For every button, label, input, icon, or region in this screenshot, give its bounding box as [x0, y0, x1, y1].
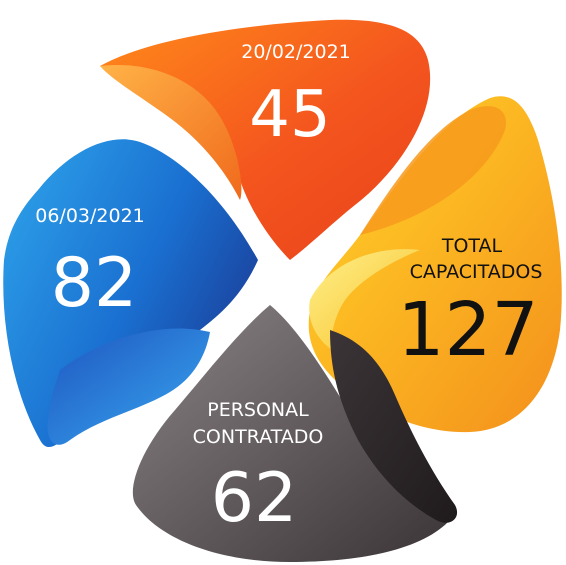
gray-value: 62: [211, 459, 298, 538]
gray-label-line1: PERSONAL: [207, 399, 309, 421]
petal-blue-fold: [47, 328, 210, 445]
petal-gray-fold: [330, 330, 458, 523]
petal-yellow-fold: [309, 249, 420, 350]
petal-orange-body: [100, 19, 431, 260]
blue-date-label: 06/03/2021: [35, 205, 145, 227]
petal-yellow-fold-top: [360, 106, 506, 235]
gray-label-line2: CONTRATADO: [193, 426, 324, 448]
yellow-value: 127: [397, 287, 538, 373]
petal-yellow: TOTAL CAPACITADOS 127: [308, 96, 562, 433]
petal-blue: 06/03/2021 82: [3, 139, 258, 448]
yellow-label-line2: CAPACITADOS: [410, 261, 543, 283]
orange-value: 45: [249, 78, 330, 152]
yellow-label-line1: TOTAL: [441, 235, 503, 257]
petal-yellow-body: [308, 96, 562, 433]
petal-gray: PERSONAL CONTRATADO 62: [132, 305, 458, 562]
petal-gray-body: [132, 305, 448, 562]
blue-value: 82: [51, 244, 138, 323]
petal-orange: 20/02/2021 45: [100, 19, 431, 260]
orange-date-label: 20/02/2021: [241, 41, 351, 63]
petal-orange-fold: [100, 64, 242, 200]
